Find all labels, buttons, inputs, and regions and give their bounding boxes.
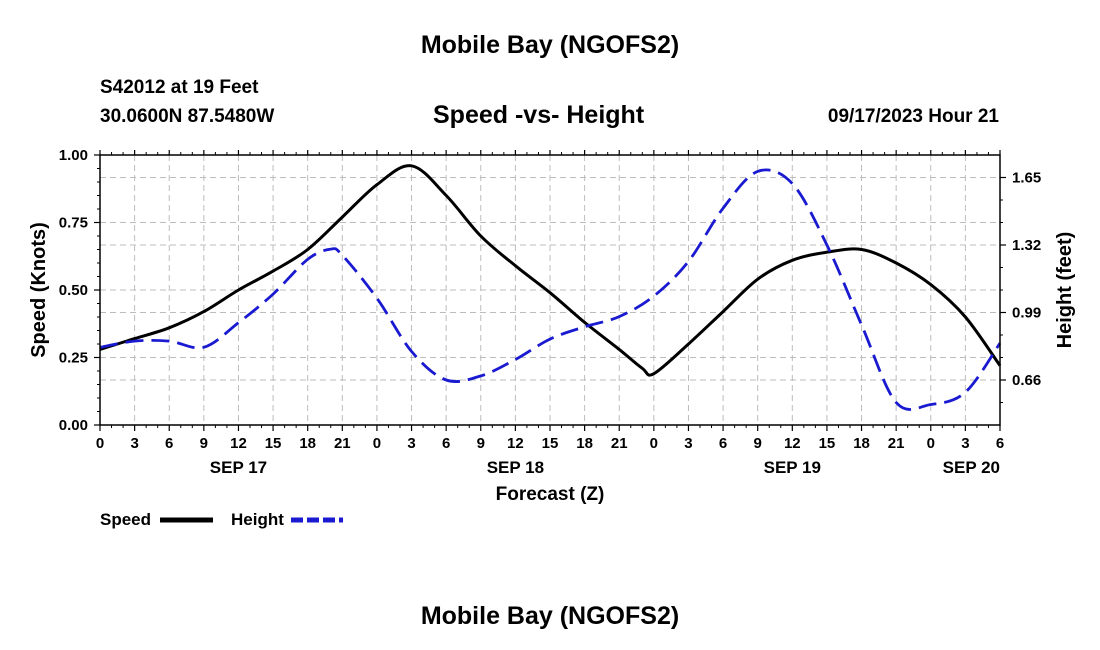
chart-footer-title: Mobile Bay (NGOFS2) bbox=[420, 602, 680, 630]
x-tick-label: 0 bbox=[927, 435, 935, 452]
x-tick-label: 21 bbox=[888, 435, 905, 452]
x-date-label: SEP 18 bbox=[487, 458, 544, 477]
series-lines bbox=[99, 164, 1002, 411]
x-tick-label: 6 bbox=[719, 435, 727, 452]
x-tick-label: 3 bbox=[407, 435, 415, 452]
series-line-height bbox=[99, 168, 1002, 411]
x-tick-label: 12 bbox=[784, 435, 801, 452]
x-tick-label: 9 bbox=[477, 435, 485, 452]
y2-tick-label: 0.99 bbox=[1012, 305, 1041, 322]
x-tick-label: 9 bbox=[200, 435, 208, 452]
x-tick-label: 9 bbox=[754, 435, 762, 452]
x-tick-label: 18 bbox=[853, 435, 870, 452]
x-tick-label: 12 bbox=[230, 435, 247, 452]
x-tick-label: 3 bbox=[961, 435, 969, 452]
x-tick-label: 15 bbox=[542, 435, 559, 452]
x-tick-label: 15 bbox=[819, 435, 836, 452]
y-tick-label: 0.50 bbox=[59, 282, 88, 299]
axes: 0 3 6 9 12 15 18 21 0 3 6 9 12 15 18 21 0 3 6 9 12 15 18 21 0 3 6 S… bbox=[59, 147, 1041, 477]
x-tick-label: 0 bbox=[96, 435, 104, 452]
y2-tick-label: 0.66 bbox=[1012, 372, 1041, 389]
x-tick-label: 0 bbox=[650, 435, 658, 452]
x-tick-label: 12 bbox=[507, 435, 524, 452]
station-coordinates: 30.0600N 87.5480W bbox=[100, 106, 275, 127]
y2-tick-label: 1.65 bbox=[1012, 170, 1041, 187]
x-tick-label: 3 bbox=[130, 435, 138, 452]
y-tick-label: 0.00 bbox=[59, 417, 88, 434]
y2-axis-label: Height (feet) bbox=[1054, 232, 1076, 349]
forecast-timestamp: 09/17/2023 Hour 21 bbox=[827, 106, 999, 127]
grid-lines bbox=[100, 155, 1000, 425]
x-tick-label: 6 bbox=[442, 435, 450, 452]
x-tick-label: 21 bbox=[334, 435, 351, 452]
legend-speed-label: Speed bbox=[100, 510, 151, 529]
legend: Speed Height bbox=[100, 510, 343, 529]
y2-tick-label: 1.32 bbox=[1012, 237, 1041, 254]
x-date-label: SEP 20 bbox=[943, 458, 1000, 477]
y-tick-label: 0.25 bbox=[59, 350, 88, 367]
x-tick-label: 15 bbox=[265, 435, 282, 452]
x-tick-label: 6 bbox=[996, 435, 1004, 452]
x-tick-label: 3 bbox=[684, 435, 692, 452]
chart-main-title: Mobile Bay (NGOFS2) bbox=[420, 31, 680, 59]
y-axis-label: Speed (Knots) bbox=[28, 222, 50, 358]
x-tick-label: 18 bbox=[576, 435, 593, 452]
x-axis-label: Forecast (Z) bbox=[496, 484, 605, 505]
x-tick-label: 0 bbox=[373, 435, 381, 452]
x-tick-label: 21 bbox=[611, 435, 628, 452]
chart-subtitle: Speed -vs- Height bbox=[433, 101, 645, 129]
y-tick-label: 0.75 bbox=[59, 215, 88, 232]
series-line-speed bbox=[99, 164, 1002, 377]
x-date-label: SEP 17 bbox=[210, 458, 267, 477]
x-tick-label: 18 bbox=[299, 435, 316, 452]
y-tick-label: 1.00 bbox=[59, 147, 88, 164]
x-tick-label: 6 bbox=[165, 435, 173, 452]
legend-height-label: Height bbox=[231, 510, 284, 529]
station-name: S42012 at 19 Feet bbox=[100, 77, 259, 98]
x-date-label: SEP 19 bbox=[764, 458, 821, 477]
